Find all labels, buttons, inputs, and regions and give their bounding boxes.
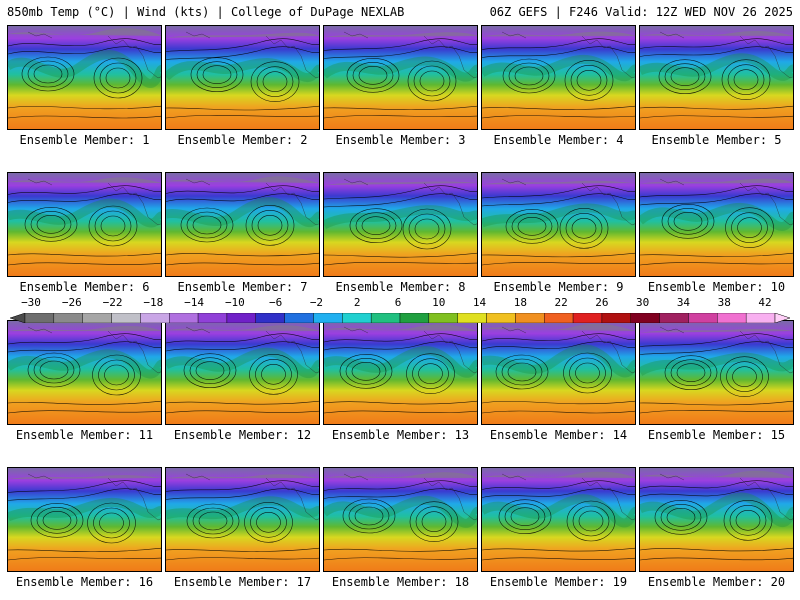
colorbar-swatch [630, 312, 660, 324]
colorbar-tick-labels: −30 −26 −22 −18 −14 −10 −6 −2 2 6 10 14 18 22 26 30 34 38… [0, 296, 800, 309]
ensemble-member-label: Ensemble Member: 10 [647, 280, 786, 294]
colorbar-swatch [601, 312, 631, 324]
colorbar-swatch [659, 312, 689, 324]
ensemble-member-label: Ensemble Member: 20 [647, 575, 786, 589]
ensemble-member-label: Ensemble Member: 2 [177, 133, 308, 147]
ensemble-map-panel [165, 320, 320, 425]
colorbar-tick-label: −30 [21, 296, 41, 309]
colorbar-tick-label: 38 [717, 296, 731, 309]
ensemble-member-label: Ensemble Member: 15 [647, 428, 786, 442]
colorbar-tick-label: 34 [676, 296, 691, 309]
colorbar-tick-label: 30 [636, 296, 650, 309]
colorbar-tick-label: 26 [595, 296, 609, 309]
colorbar-swatch [111, 312, 141, 324]
map-title: 850mb Temp (°C) | Wind (kts) | College o… [7, 5, 405, 19]
colorbar-swatch [140, 312, 170, 324]
colorbar-tick-label: −18 [143, 296, 164, 309]
colorbar-left-arrow [9, 312, 26, 324]
colorbar-tick-label: 18 [513, 296, 527, 309]
ensemble-member-label: Ensemble Member: 9 [493, 280, 624, 294]
colorbar-swatch [255, 312, 285, 324]
colorbar-right-arrow [774, 312, 791, 324]
ensemble-map-panel [639, 320, 794, 425]
ensemble-map-panel [639, 467, 794, 572]
ensemble-map-panel [481, 25, 636, 130]
ensemble-map-panel [7, 467, 162, 572]
ensemble-member-label: Ensemble Member: 19 [489, 575, 628, 589]
ensemble-map-panel [165, 172, 320, 277]
ensemble-map-panel [481, 320, 636, 425]
ensemble-member-label: Ensemble Member: 13 [331, 428, 470, 442]
colorbar-swatch [717, 312, 747, 324]
colorbar-tick-label: 2 [353, 296, 361, 309]
ensemble-member-label: Ensemble Member: 6 [19, 280, 150, 294]
ensemble-member-label: Ensemble Member: 12 [173, 428, 312, 442]
colorbar-swatch [313, 312, 343, 324]
ensemble-member-label: Ensemble Member: 3 [335, 133, 466, 147]
colorbar-tick-label: −14 [184, 296, 205, 309]
ensemble-map-panel [323, 320, 478, 425]
ensemble-member-label: Ensemble Member: 5 [651, 133, 782, 147]
colorbar-tick-label: −6 [269, 296, 283, 309]
colorbar-swatch [197, 312, 228, 324]
ensemble-map-panel [639, 25, 794, 130]
model-valid-time: 06Z GEFS | F246 Valid: 12Z WED NOV 26 20… [489, 5, 793, 19]
ensemble-member-label: Ensemble Member: 18 [331, 575, 470, 589]
ensemble-map-panel [165, 25, 320, 130]
colorbar-tick-label: −2 [309, 296, 324, 309]
ensemble-map-panel [323, 172, 478, 277]
ensemble-member-label: Ensemble Member: 16 [15, 575, 154, 589]
colorbar-tick-label: −22 [102, 296, 123, 309]
ensemble-member-label: Ensemble Member: 17 [173, 575, 312, 589]
ensemble-member-label: Ensemble Member: 14 [489, 428, 628, 442]
colorbar-swatch [53, 312, 83, 324]
colorbar-swatch [428, 312, 458, 324]
ensemble-member-label: Ensemble Member: 11 [15, 428, 154, 442]
colorbar-swatch [515, 312, 545, 324]
ensemble-map-panel [639, 172, 794, 277]
colorbar-swatch [745, 312, 776, 324]
ensemble-member-label: Ensemble Member: 7 [177, 280, 308, 294]
ensemble-map-panel [481, 172, 636, 277]
colorbar-swatch [457, 312, 487, 324]
ensemble-map-panel [323, 25, 478, 130]
colorbar-tick-label: 42 [758, 296, 772, 309]
ensemble-map-panel [165, 467, 320, 572]
colorbar-graphic [9, 312, 791, 324]
colorbar-tick-label: 22 [554, 296, 568, 309]
colorbar-swatch [572, 312, 603, 324]
colorbar-swatch [486, 312, 516, 324]
colorbar-swatch [544, 312, 574, 324]
colorbar-swatch [24, 312, 55, 324]
colorbar-tick-label: −26 [61, 296, 82, 309]
colorbar-swatch [82, 312, 112, 324]
ensemble-map-panel [7, 25, 162, 130]
ensemble-map-panel [7, 320, 162, 425]
ensemble-map-panel [323, 467, 478, 572]
ensemble-member-label: Ensemble Member: 4 [493, 133, 624, 147]
colorbar-tick-label: 14 [472, 296, 487, 309]
colorbar-swatch [284, 312, 314, 324]
ensemble-map-panel [7, 172, 162, 277]
ensemble-member-label: Ensemble Member: 1 [19, 133, 150, 147]
colorbar-swatch [226, 312, 256, 324]
colorbar-swatch [342, 312, 372, 324]
colorbar-swatch [688, 312, 718, 324]
colorbar-swatch [399, 312, 430, 324]
colorbar-swatch [370, 312, 401, 324]
ensemble-member-label: Ensemble Member: 8 [335, 280, 466, 294]
ensemble-map-panel [481, 467, 636, 572]
colorbar-swatch [169, 312, 199, 324]
colorbar-tick-label: −10 [224, 296, 245, 309]
colorbar-tick-label: 10 [432, 296, 446, 309]
temperature-colorbar [9, 308, 791, 324]
colorbar-tick-label: 6 [394, 296, 402, 309]
